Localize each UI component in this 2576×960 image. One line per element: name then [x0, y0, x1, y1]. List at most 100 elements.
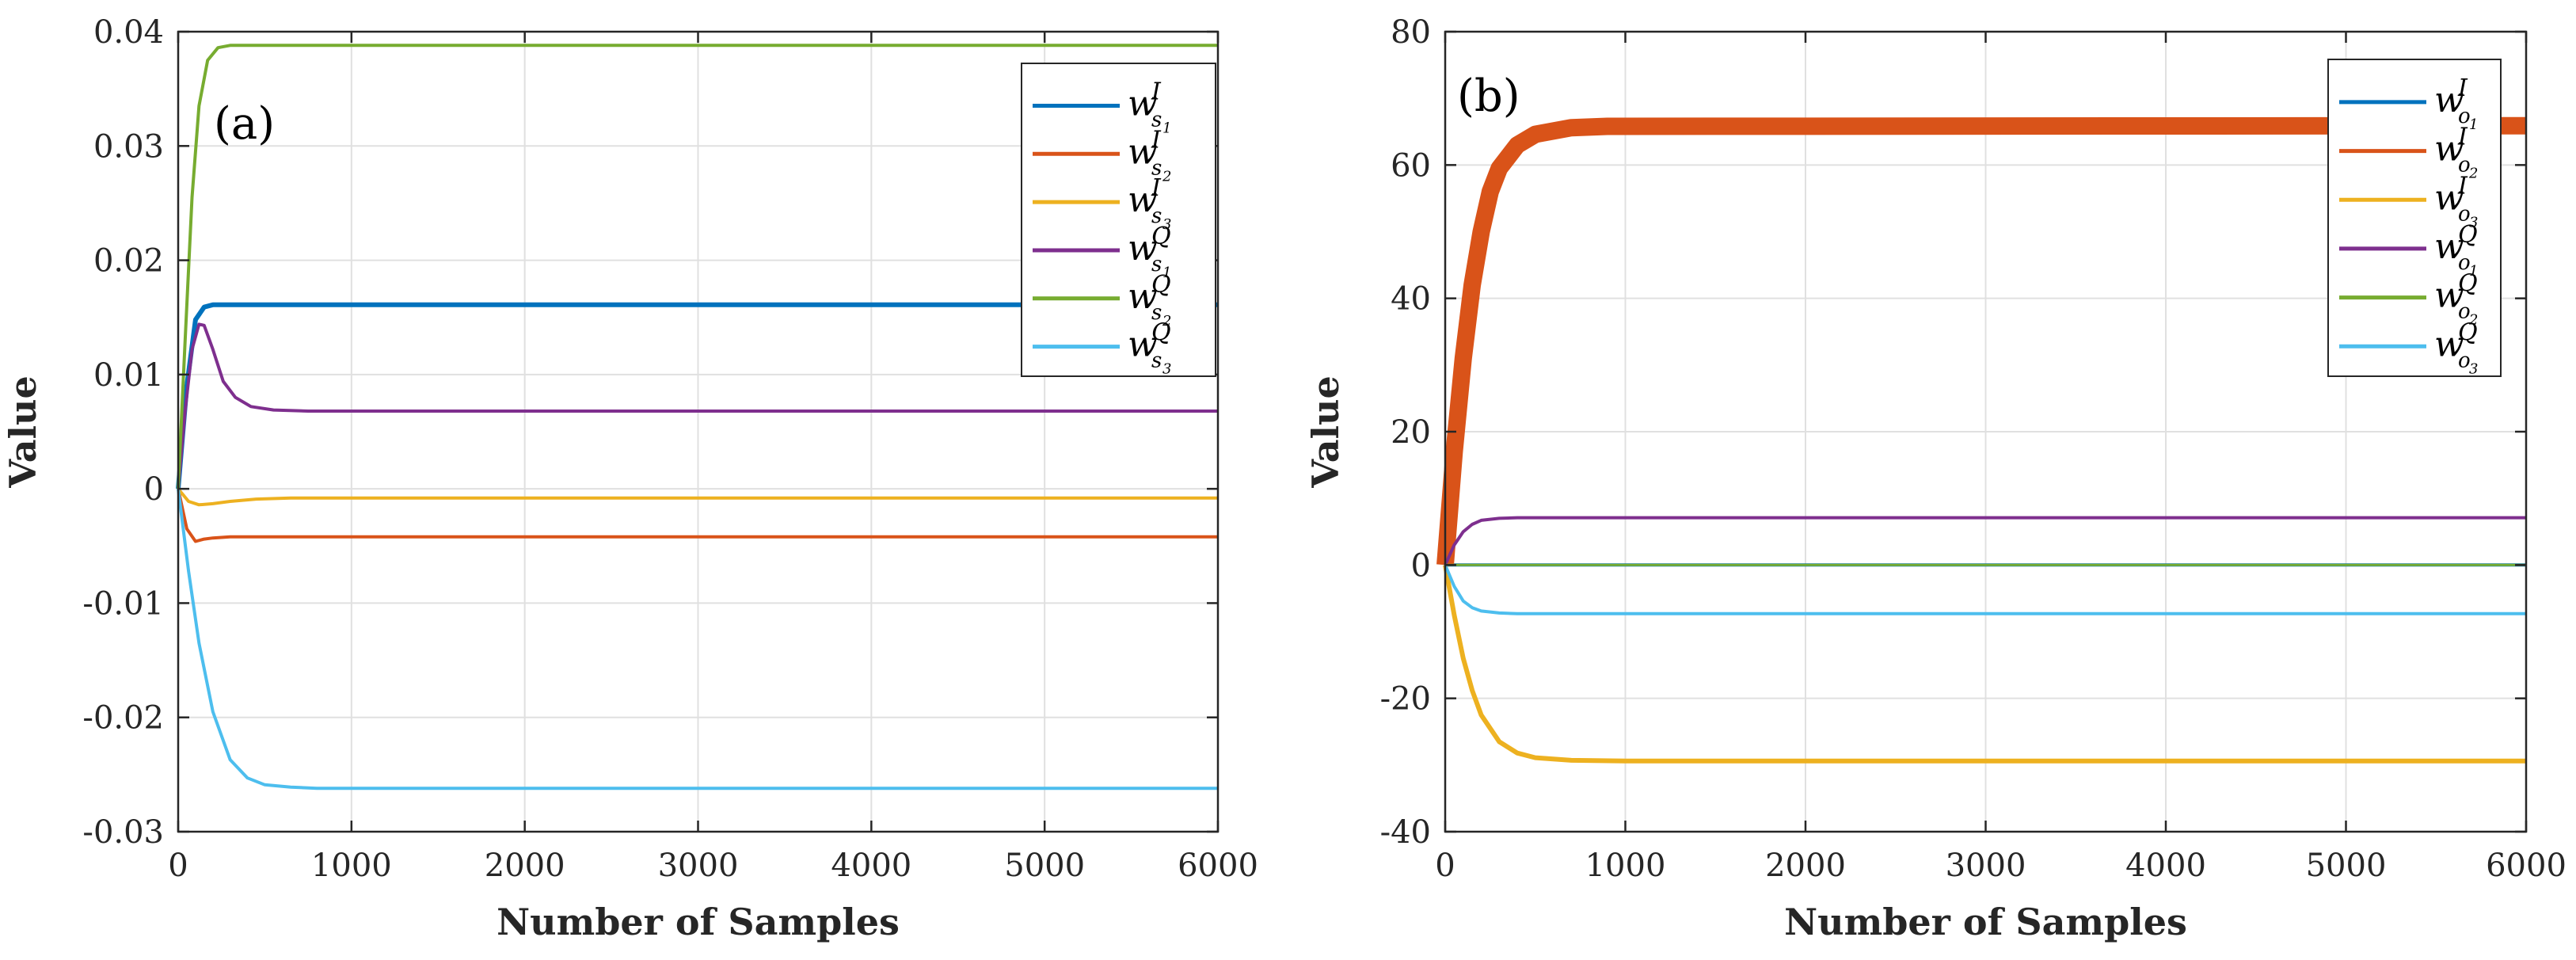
legend-superscript: I: [2457, 172, 2468, 200]
series-line-6: [1444, 564, 2526, 615]
legend-subscript: s: [1151, 253, 1162, 276]
series-line-2: [1436, 116, 2527, 566]
legend-subsubscript: 3: [1162, 361, 1171, 378]
legend-subscript: s: [1151, 349, 1162, 373]
legend-symbol: w: [2434, 276, 2464, 316]
legend-subscript: s: [1151, 108, 1162, 131]
legend-symbol: w: [1128, 276, 1158, 317]
legend-subscript: o: [2458, 349, 2471, 372]
x-tick-label: 4000: [831, 848, 911, 884]
legend-item-3: wIs 3: [1033, 174, 1171, 233]
y-tick-label: -40: [1380, 814, 1431, 851]
legend-superscript: Q: [2458, 318, 2478, 346]
y-tick-label: 0: [1411, 547, 1431, 584]
legend-superscript: Q: [1151, 271, 1171, 299]
x-tick-label: 2000: [1765, 848, 1846, 884]
legend-box: [2327, 59, 2502, 377]
legend-subscript: o: [2458, 202, 2471, 226]
x-axis-label: Number of Samples: [497, 901, 900, 943]
y-tick-label: -0.02: [82, 700, 164, 737]
legend-item-1: wIs 1: [1033, 78, 1171, 136]
legend-subsubscript: 3: [2469, 360, 2478, 377]
legend-subscript: o: [2458, 251, 2471, 275]
legend-superscript: Q: [1151, 319, 1171, 347]
legend-superscript: I: [1151, 126, 1162, 154]
legend-symbol: w: [2434, 80, 2464, 120]
legend-subscript: o: [2458, 300, 2471, 324]
legend-subsubscript: 2: [1162, 313, 1171, 330]
legend-subscript: o: [2458, 154, 2471, 177]
y-tick-label: 40: [1391, 281, 1431, 318]
x-axis-label: Number of Samples: [1784, 901, 2187, 943]
series-line-2: [177, 488, 1218, 543]
series-line-6: [177, 488, 1218, 790]
legend-subsubscript: 1: [1162, 120, 1171, 136]
legend-subscript: s: [1151, 204, 1162, 228]
x-tick-label: 6000: [1178, 848, 1258, 884]
legend-subsubscript: 3: [1162, 216, 1171, 233]
legend-symbol: w: [1128, 228, 1158, 269]
y-tick-label: -20: [1380, 681, 1431, 718]
y-tick-label: -0.03: [82, 814, 164, 851]
legend-symbol: w: [1128, 180, 1158, 220]
y-tick-label: 0: [144, 471, 164, 508]
legend-superscript: I: [1151, 174, 1162, 202]
legend-symbol: w: [1128, 325, 1158, 365]
legend-subsubscript: 2: [2468, 312, 2478, 329]
series-line-5: [177, 44, 1218, 490]
legend-subscript: o: [2458, 105, 2471, 128]
chart-panel-b: 0 1000 2000 3000 4000 5000 6000 -40 -20 0 20 40 60 80…: [1304, 14, 2566, 943]
y-axis-label: Value: [2, 375, 44, 488]
legend-symbol: w: [2434, 177, 2464, 218]
legend-item-5: wQs 2: [1033, 271, 1171, 330]
y-axis-label: Value: [1304, 375, 1347, 488]
panel-label: (b): [1457, 70, 1520, 122]
legend-superscript: I: [2457, 74, 2468, 102]
x-tick-label: 0: [1435, 848, 1455, 884]
legend-superscript: Q: [1151, 223, 1171, 250]
legend-symbol: w: [1128, 131, 1158, 172]
legend-symbol: w: [2434, 129, 2464, 170]
series-line-4: [177, 322, 1218, 490]
series-line-3: [177, 487, 1218, 507]
y-tick-label: 0.01: [93, 357, 164, 394]
panel-label: (a): [214, 98, 275, 150]
x-tick-label: 6000: [2486, 848, 2566, 884]
legend-superscript: Q: [2458, 270, 2478, 298]
x-tick-label: 3000: [1946, 848, 2026, 884]
legend-item-6: wQs 3: [1033, 319, 1171, 378]
legend-subsubscript: 1: [2469, 263, 2478, 280]
x-tick-label: 2000: [485, 848, 565, 884]
y-tick-label: 0.03: [93, 128, 164, 165]
y-tick-label: 60: [1391, 147, 1431, 184]
x-tick-label: 0: [168, 848, 188, 884]
legend-item-2: wIs 2: [1033, 126, 1171, 185]
legend-superscript: I: [1151, 78, 1162, 105]
y-tick-label: 80: [1391, 14, 1431, 51]
legend-subscript: s: [1151, 156, 1162, 180]
legend-subsubscript: 2: [1162, 168, 1171, 185]
legend-symbol: w: [2434, 227, 2464, 267]
y-tick-label: -0.01: [82, 585, 164, 622]
x-tick-label: 3000: [658, 848, 739, 884]
y-tick-label: 0.04: [93, 14, 164, 51]
legend-symbol: w: [1128, 83, 1158, 124]
legend-subscript: s: [1151, 301, 1162, 325]
series-line-3: [1443, 564, 2526, 764]
x-tick-label: 5000: [1004, 848, 1085, 884]
legend-box: [1021, 63, 1216, 377]
legend-subsubscript: 1: [1162, 265, 1171, 281]
legend-superscript: I: [2457, 124, 2468, 151]
legend-item-4: wQs 1: [1033, 223, 1171, 281]
y-tick-label: 20: [1391, 414, 1431, 451]
legend-symbol: w: [2434, 324, 2464, 364]
legend-superscript: Q: [2458, 221, 2478, 249]
x-tick-label: 4000: [2125, 848, 2206, 884]
